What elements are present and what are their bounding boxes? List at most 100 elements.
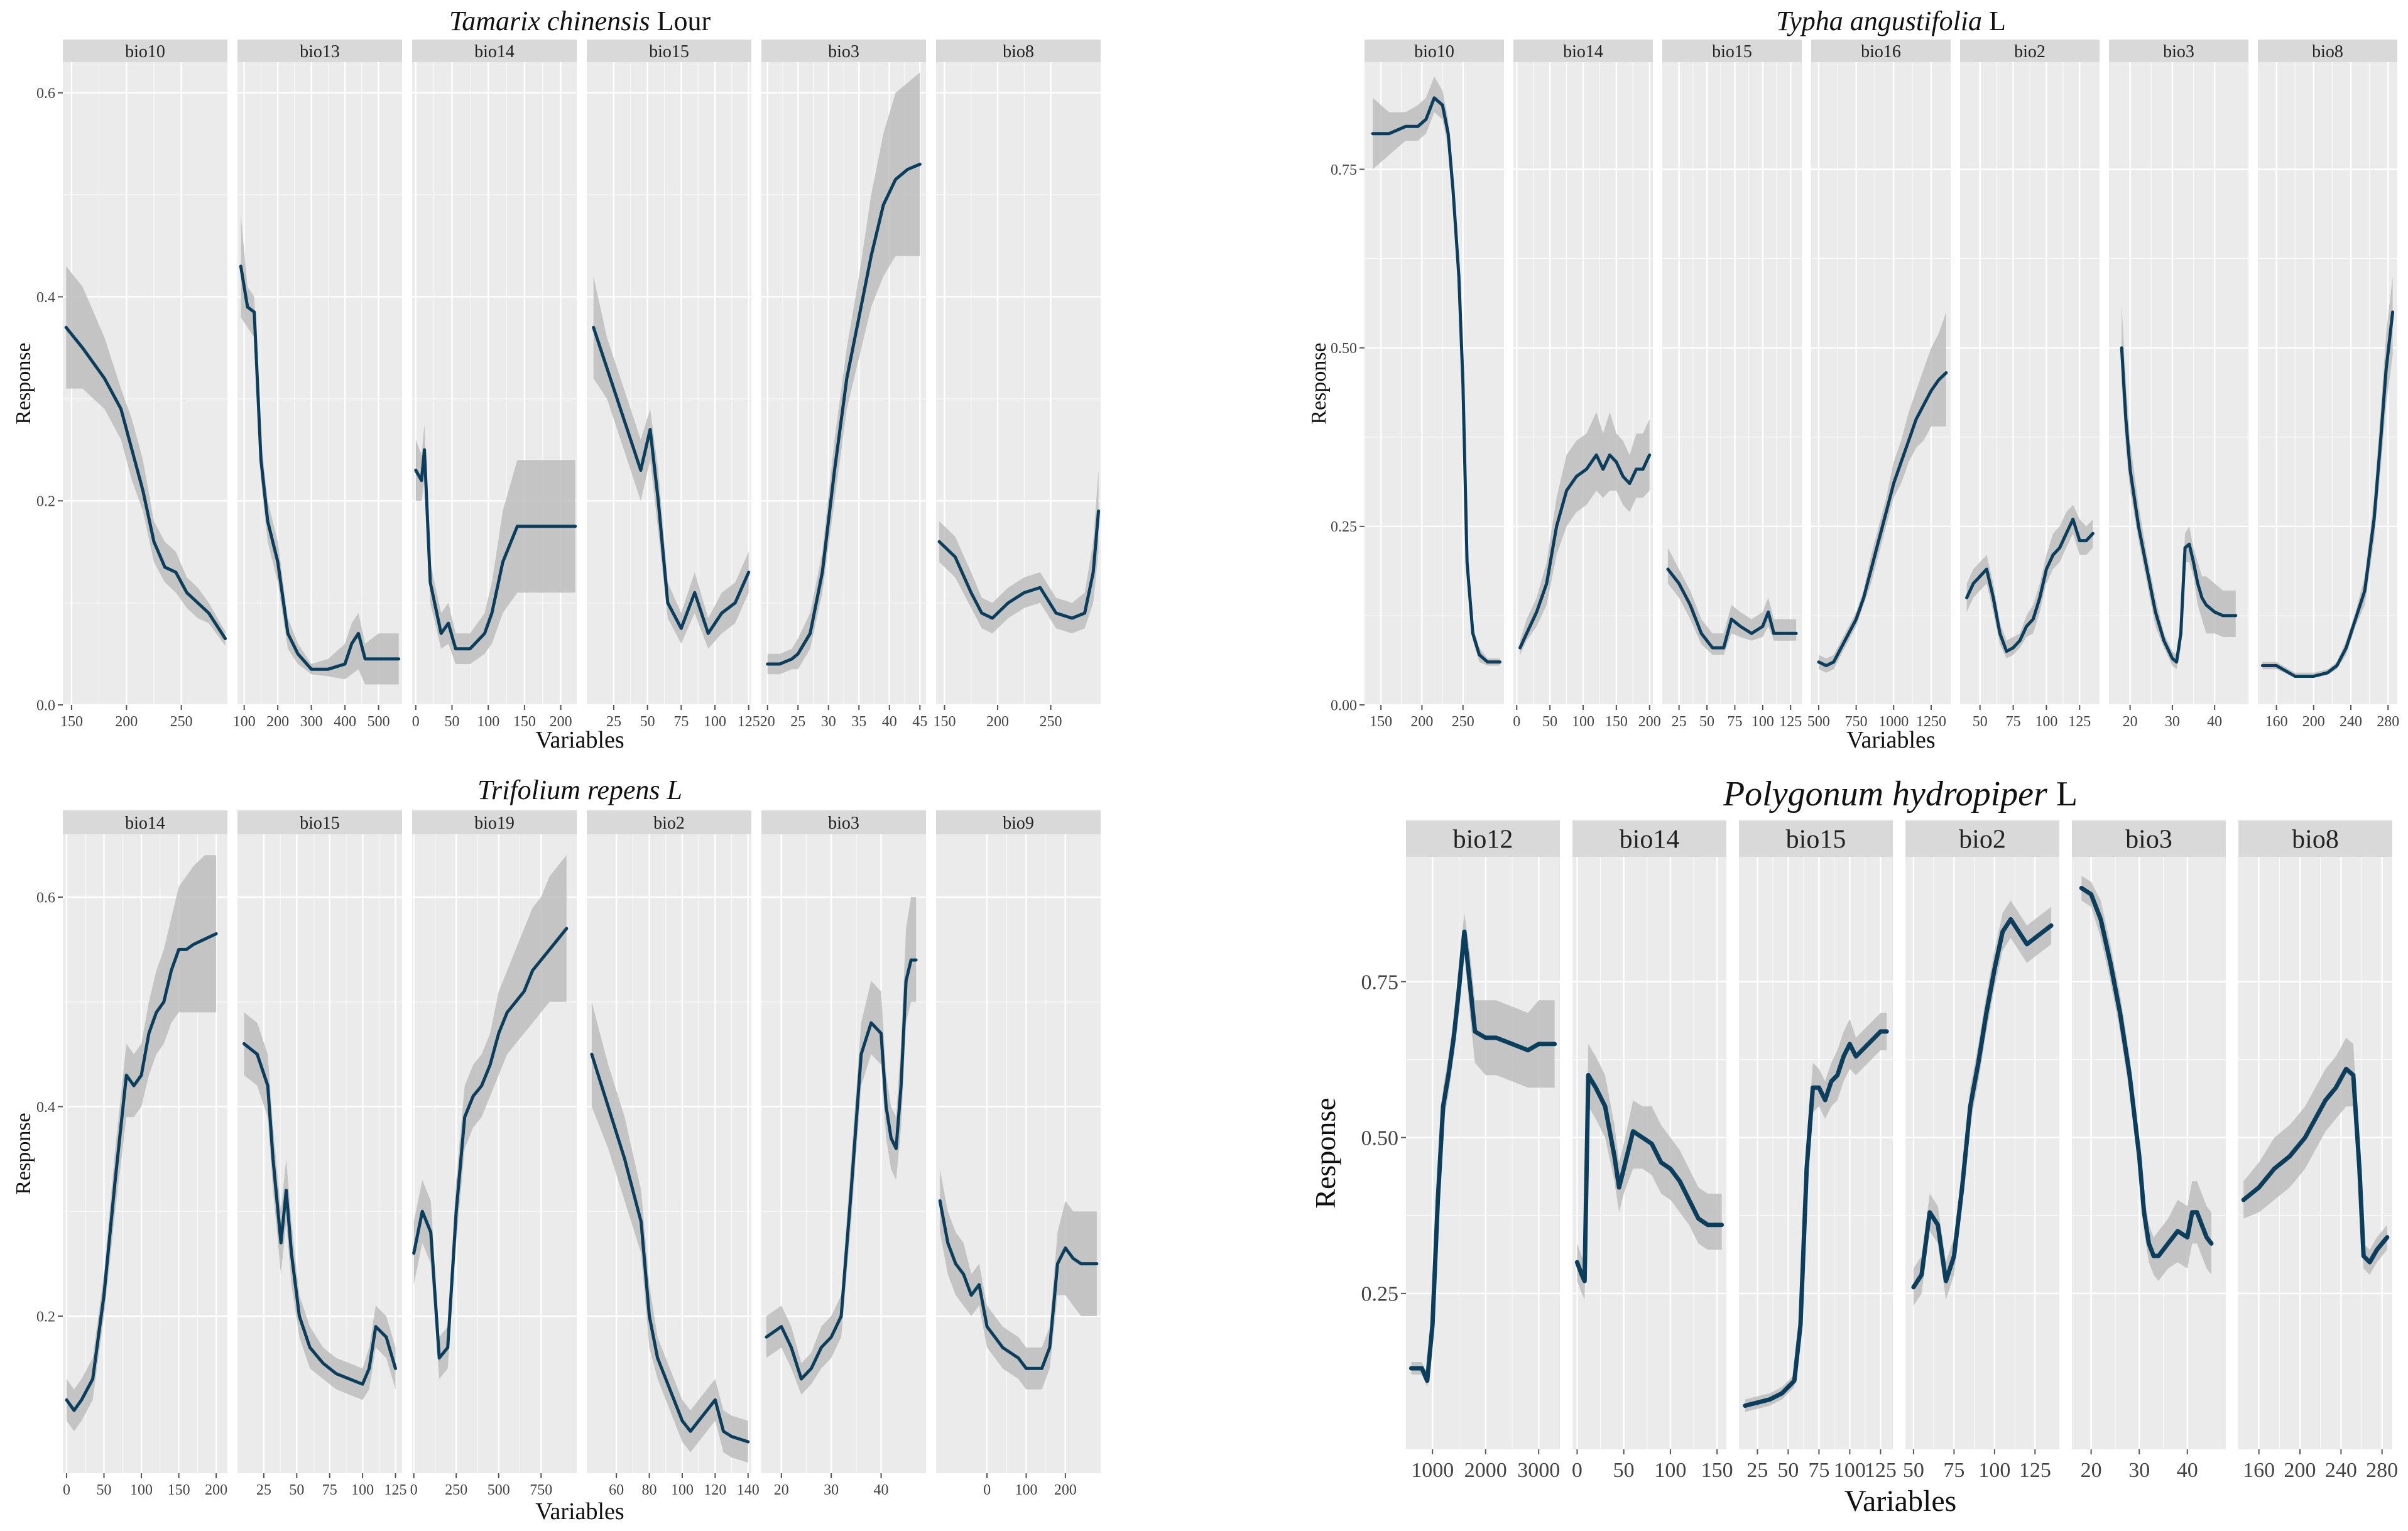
- x-tick-label: 50: [640, 714, 655, 730]
- x-tick-label: 280: [2366, 1459, 2398, 1482]
- y-tick-label: 0.75: [1331, 162, 1357, 178]
- facet-strip: [2109, 40, 2248, 62]
- response-line: [2079, 886, 2214, 1258]
- x-tick-label: 200: [1410, 714, 1433, 730]
- panel-background: [1365, 62, 1504, 705]
- x-tick-label: 100: [1654, 1459, 1686, 1482]
- y-tick-label: 0.25: [1331, 519, 1357, 535]
- response-line: [242, 1042, 397, 1386]
- x-tick-label: 140: [737, 1482, 760, 1498]
- title-species: Typha angustifolia: [1776, 6, 1982, 36]
- y-tick-label: 0.75: [1361, 971, 1399, 994]
- facet-strip: [1811, 40, 1951, 62]
- chart-title: Tamarix chinensis Lour: [449, 6, 711, 36]
- x-tick-label: 120: [704, 1482, 726, 1498]
- facet-strip: [1572, 820, 1726, 857]
- x-tick-label: 0: [412, 714, 420, 730]
- facet-strip-label: bio15: [1712, 42, 1752, 62]
- tamarix-chinensis-chart: Tamarix chinensis Lour 0.0 0.2 0.4 0.6 Respon…: [12, 6, 1101, 753]
- x-tick-label: 20: [760, 714, 775, 730]
- facet-strip-label: bio14: [1563, 42, 1603, 62]
- facet-strip-label: bio2: [2014, 42, 2046, 62]
- x-tick-label: 300: [300, 714, 323, 730]
- response-line: [2241, 1067, 2390, 1265]
- facet-strip: [237, 40, 402, 62]
- facet-strip-label: bio8: [2292, 825, 2339, 854]
- facet-bio3: bio3 20 25 30 35 40 45: [760, 40, 927, 730]
- x-tick-label: 25: [1746, 1459, 1768, 1482]
- facet-bio14: bio14 0 50 100 150: [1572, 820, 1733, 1482]
- panel-background: [2238, 857, 2392, 1449]
- facet-bio3: bio3 20 30 40: [2072, 820, 2226, 1482]
- x-tick-label: 125: [384, 1482, 407, 1498]
- x-axis-title: Variables: [535, 1498, 624, 1525]
- typha-angustifolia-chart: Typha angustifolia L 0.00 0.25 0.50 0.75 Resp…: [1307, 6, 2399, 753]
- confidence-ribbon: [939, 470, 1099, 634]
- facet-strip: [63, 810, 227, 834]
- facet-strip: [761, 810, 926, 834]
- x-tick-label: 30: [824, 1482, 839, 1498]
- confidence-ribbon: [1745, 1013, 1887, 1412]
- x-tick-label: 50: [1973, 714, 1988, 730]
- facet-strip-label: bio15: [1786, 825, 1846, 854]
- x-tick-label: 160: [2243, 1459, 2275, 1482]
- facet-bio8: bio8 150 200 250: [934, 40, 1101, 730]
- facet-strip-label: bio14: [474, 42, 515, 62]
- facet-strip: [412, 810, 577, 834]
- x-tick-label: 25: [256, 1482, 271, 1498]
- facet-strip: [2258, 40, 2397, 62]
- facet-bio2: bio2 60 80 100 120 140: [587, 810, 760, 1498]
- facet-bio9: bio9 0 100 200: [936, 810, 1101, 1498]
- confidence-ribbon: [591, 1001, 748, 1463]
- x-tick-label: 240: [2325, 1459, 2357, 1482]
- y-tick-label: 0.2: [36, 494, 55, 510]
- confidence-ribbon: [1520, 412, 1650, 655]
- facet-strip-label: bio16: [1861, 42, 1901, 62]
- facet-bio3: bio3 20 30 40: [2109, 40, 2248, 730]
- x-tick-label: 150: [513, 714, 536, 730]
- x-tick-label: 35: [851, 714, 866, 730]
- confidence-ribbon: [1373, 76, 1500, 666]
- y-tick-label: 0.0: [36, 697, 55, 714]
- x-tick-label: 75: [322, 1482, 337, 1498]
- facet-strip: [1406, 820, 1560, 857]
- y-tick-label: 0.2: [36, 1309, 55, 1325]
- x-tick-label: 125: [738, 714, 760, 730]
- facet-strip-label: bio9: [1003, 814, 1034, 833]
- facet-strip-label: bio3: [2125, 825, 2172, 854]
- x-tick-label: 200: [1638, 714, 1661, 730]
- facet-strip-label: bio3: [828, 42, 859, 62]
- facet-bio19: bio19 0 250 500 750: [410, 810, 577, 1498]
- x-tick-label: 200: [205, 1482, 227, 1498]
- y-axis-title: Response: [12, 1113, 35, 1194]
- panel-background: [237, 834, 402, 1473]
- facet-bio15: bio15 25 50 75 100 125: [1662, 40, 1802, 730]
- x-tick-label: 500: [368, 714, 390, 730]
- x-tick-label: 150: [1701, 1459, 1733, 1482]
- facet-strip-label: bio8: [2312, 42, 2343, 62]
- facet-strip-label: bio3: [2163, 42, 2194, 62]
- x-tick-label: 50: [1699, 714, 1714, 730]
- facet-strip-label: bio2: [1959, 825, 2006, 854]
- x-tick-label: 200: [986, 714, 1009, 730]
- facet-bio3: bio3 20 30 40: [761, 810, 926, 1498]
- x-tick-label: 125: [1865, 1459, 1897, 1482]
- panel-background: [1739, 857, 1893, 1449]
- title-species: Trifolium repens L: [477, 775, 682, 805]
- x-tick-label: 125: [1779, 714, 1802, 730]
- facet-strip: [2072, 820, 2226, 857]
- x-tick-label: 500: [488, 1482, 510, 1498]
- x-tick-label: 0: [983, 1482, 991, 1498]
- facet-bio15: bio15 25 50 75 100 125: [587, 40, 760, 730]
- response-line: [2120, 346, 2238, 664]
- confidence-ribbon: [415, 424, 575, 664]
- x-tick-label: 100: [351, 1482, 374, 1498]
- x-tick-label: 3000: [1517, 1459, 1560, 1482]
- response-line: [766, 162, 922, 666]
- title-authority: L: [2047, 775, 2078, 814]
- x-tick-label: 30: [2165, 714, 2180, 730]
- x-tick-label: 100: [1572, 714, 1594, 730]
- facet-strip-label: bio14: [1620, 825, 1680, 854]
- title-authority: L: [1982, 6, 2006, 36]
- x-tick-label: 40: [2177, 1459, 2198, 1482]
